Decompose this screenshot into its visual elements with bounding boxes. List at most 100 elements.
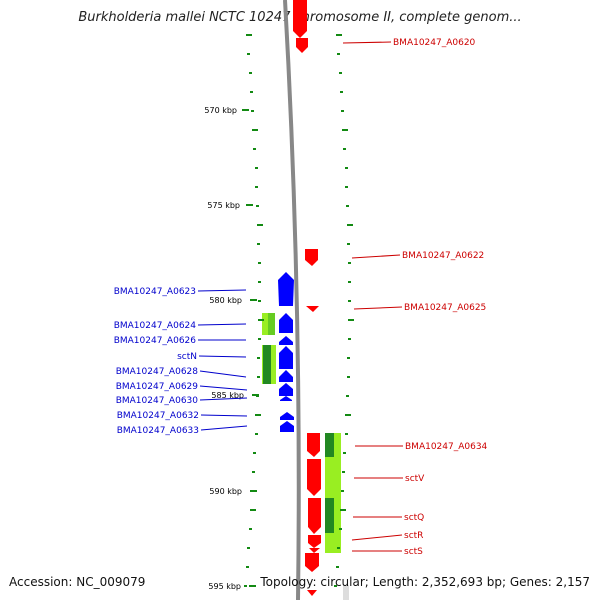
track-tick xyxy=(342,129,348,131)
track-tick xyxy=(255,414,261,416)
gene-feature[interactable] xyxy=(307,459,321,496)
track-tick xyxy=(336,566,339,568)
ruler-label: 590 kbp xyxy=(209,487,242,496)
gene-label[interactable]: BMA10247_A0630 xyxy=(116,396,199,406)
track-tick xyxy=(346,395,349,397)
gene-feature[interactable] xyxy=(279,313,293,333)
track-tick xyxy=(258,281,261,283)
gene-feature[interactable] xyxy=(293,0,307,38)
label-leader xyxy=(351,534,403,541)
gene-label[interactable]: BMA10247_A0620 xyxy=(393,38,476,48)
gene-label[interactable]: BMA10247_A0624 xyxy=(114,321,197,331)
gene-label[interactable]: BMA10247_A0625 xyxy=(404,303,486,313)
gene-feature[interactable] xyxy=(279,346,293,369)
gene-feature[interactable] xyxy=(279,370,293,382)
track-tick xyxy=(249,528,252,530)
backbone-arc xyxy=(283,0,301,600)
track-tick xyxy=(337,547,340,549)
track-edge xyxy=(343,585,349,600)
track-tick xyxy=(251,110,254,112)
gene-feature[interactable] xyxy=(309,548,320,553)
gene-label[interactable]: BMA10247_A0633 xyxy=(117,426,199,436)
gene-label[interactable]: sctR xyxy=(404,531,423,541)
gene-feature[interactable] xyxy=(305,553,319,572)
gene-feature[interactable] xyxy=(308,498,321,534)
label-leader xyxy=(197,289,247,292)
gene-feature[interactable] xyxy=(296,38,308,53)
gene-feature[interactable] xyxy=(280,421,294,432)
forward-gene-labels[interactable]: BMA10247_A0620 BMA10247_A0622 BMA10247_A… xyxy=(342,38,488,557)
track-tick xyxy=(341,110,344,112)
highlight-block xyxy=(325,433,334,457)
highlight-block xyxy=(268,313,275,335)
track-tick xyxy=(348,319,354,321)
ruler-tick xyxy=(252,394,259,396)
track-tick xyxy=(347,224,353,226)
track-tick xyxy=(258,338,261,340)
track-tick xyxy=(334,585,337,587)
track-tick xyxy=(253,148,256,150)
gene-feature[interactable] xyxy=(307,590,317,596)
track-tick xyxy=(256,205,259,207)
ruler-tick xyxy=(246,204,253,206)
gene-label[interactable]: BMA10247_A0629 xyxy=(116,382,199,392)
track-tick xyxy=(249,72,252,74)
track-tick xyxy=(348,281,351,283)
track-tick xyxy=(336,34,342,36)
gene-label[interactable]: BMA10247_A0632 xyxy=(117,411,199,421)
label-leader xyxy=(199,385,248,391)
gene-label[interactable]: BMA10247_A0634 xyxy=(405,442,488,452)
track-tick xyxy=(247,53,250,55)
track-tick xyxy=(250,509,256,511)
reverse-genes[interactable] xyxy=(278,272,294,432)
gene-label[interactable]: BMA10247_A0628 xyxy=(116,367,199,377)
reverse-gene-labels[interactable]: BMA10247_A0623 BMA10247_A0624 BMA10247_A… xyxy=(114,287,248,436)
left-tick-track xyxy=(244,34,264,587)
gene-label[interactable]: sctS xyxy=(404,547,423,557)
ruler-tick xyxy=(250,490,257,492)
gene-feature[interactable] xyxy=(279,383,293,396)
right-tick-track xyxy=(334,34,354,587)
track-tick xyxy=(348,338,351,340)
highlight-block xyxy=(263,345,271,384)
gene-feature[interactable] xyxy=(308,535,321,548)
gene-feature[interactable] xyxy=(278,272,294,306)
gene-feature[interactable] xyxy=(305,249,318,266)
track-tick xyxy=(346,205,349,207)
track-tick xyxy=(345,433,348,435)
track-tick xyxy=(257,243,260,245)
track-tick xyxy=(252,471,255,473)
track-tick xyxy=(347,243,350,245)
ruler-tick xyxy=(249,585,256,587)
gene-label[interactable]: sctV xyxy=(405,474,425,484)
forward-genes[interactable] xyxy=(293,0,321,596)
accession-text: Accession: NC_009079 xyxy=(9,575,146,589)
gene-label[interactable]: sctN xyxy=(177,352,197,362)
gene-feature[interactable] xyxy=(280,412,294,420)
ruler-label: 580 kbp xyxy=(209,296,242,305)
track-tick xyxy=(339,72,342,74)
label-leader xyxy=(200,414,248,417)
label-leader xyxy=(199,397,248,401)
label-leader xyxy=(198,355,247,358)
track-tick xyxy=(343,452,346,454)
track-tick xyxy=(347,376,350,378)
gene-feature[interactable] xyxy=(279,336,293,345)
gene-label[interactable]: BMA10247_A0623 xyxy=(114,287,196,297)
gene-feature[interactable] xyxy=(280,396,292,401)
track-tick xyxy=(258,300,261,302)
track-tick xyxy=(255,433,258,435)
gene-label[interactable]: sctQ xyxy=(404,513,424,523)
gene-feature[interactable] xyxy=(307,433,320,457)
track-tick xyxy=(348,300,351,302)
track-tick xyxy=(343,148,346,150)
gene-feature[interactable] xyxy=(306,306,319,312)
gene-label[interactable]: BMA10247_A0622 xyxy=(402,251,484,261)
gene-label[interactable]: BMA10247_A0626 xyxy=(114,336,197,346)
track-tick xyxy=(257,224,263,226)
track-tick xyxy=(341,490,344,492)
label-leader xyxy=(353,306,403,310)
label-leader xyxy=(199,370,247,378)
